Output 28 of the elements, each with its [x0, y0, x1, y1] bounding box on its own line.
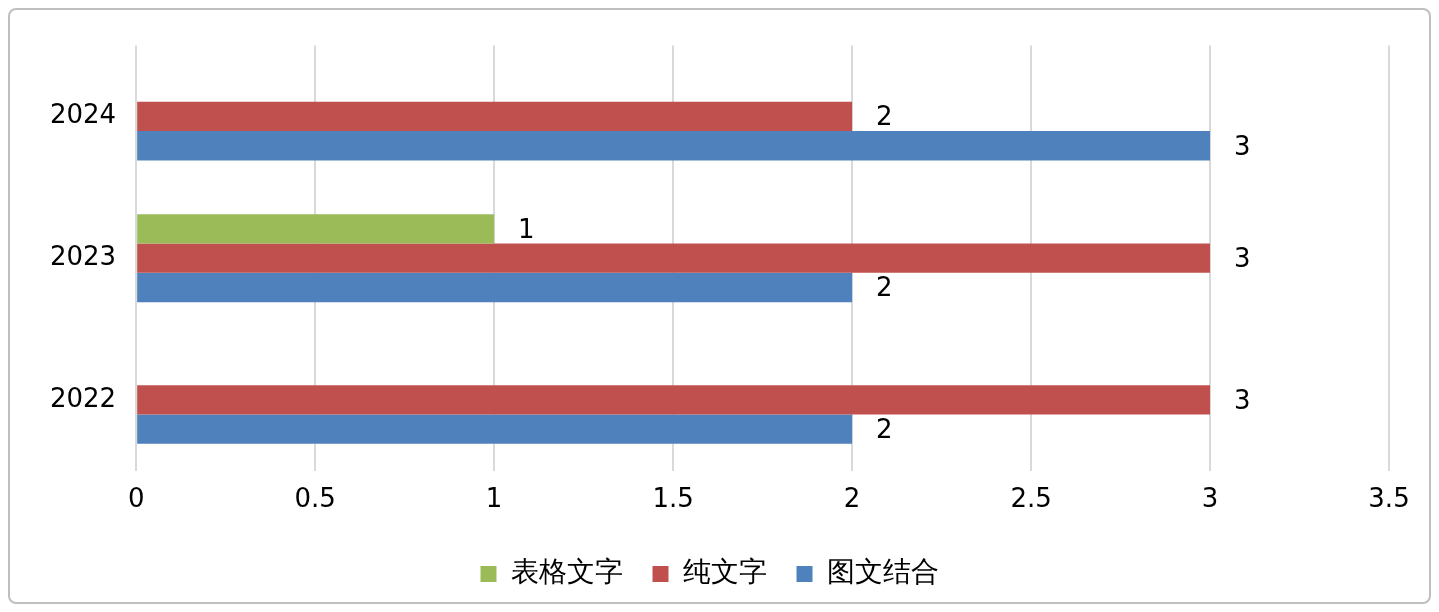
- legend-label: 表格文字: [510, 555, 623, 589]
- bar: [137, 214, 495, 244]
- data-label: 1: [518, 213, 535, 244]
- legend-label: 纯文字: [682, 555, 767, 589]
- y-tick-label: 2022: [50, 382, 117, 413]
- x-tick-label: 1: [485, 483, 503, 514]
- bar: [137, 272, 853, 303]
- x-tick-label: 2: [843, 483, 861, 514]
- x-tick-label: 3.5: [1368, 483, 1410, 514]
- bar: [137, 131, 1211, 161]
- bar: [137, 101, 853, 132]
- data-label: 2: [876, 101, 893, 132]
- x-tick-label: 1.5: [652, 483, 694, 514]
- x-tick-label: 0.5: [294, 483, 336, 514]
- y-tick-label: 2023: [50, 240, 117, 271]
- data-label: 3: [1234, 242, 1251, 273]
- bar: [137, 385, 1211, 415]
- data-label: 3: [1234, 130, 1251, 161]
- x-tick-label: 2.5: [1010, 483, 1052, 514]
- bar: [137, 414, 853, 444]
- legend-label: 图文结合: [826, 555, 939, 589]
- data-label: 3: [1234, 384, 1251, 415]
- bar: [137, 243, 1211, 273]
- x-tick-label: 0: [127, 483, 145, 514]
- y-tick-label: 2024: [50, 99, 117, 130]
- x-tick-label: 3: [1201, 483, 1219, 514]
- data-label: 2: [876, 413, 893, 444]
- data-label: 2: [876, 272, 893, 303]
